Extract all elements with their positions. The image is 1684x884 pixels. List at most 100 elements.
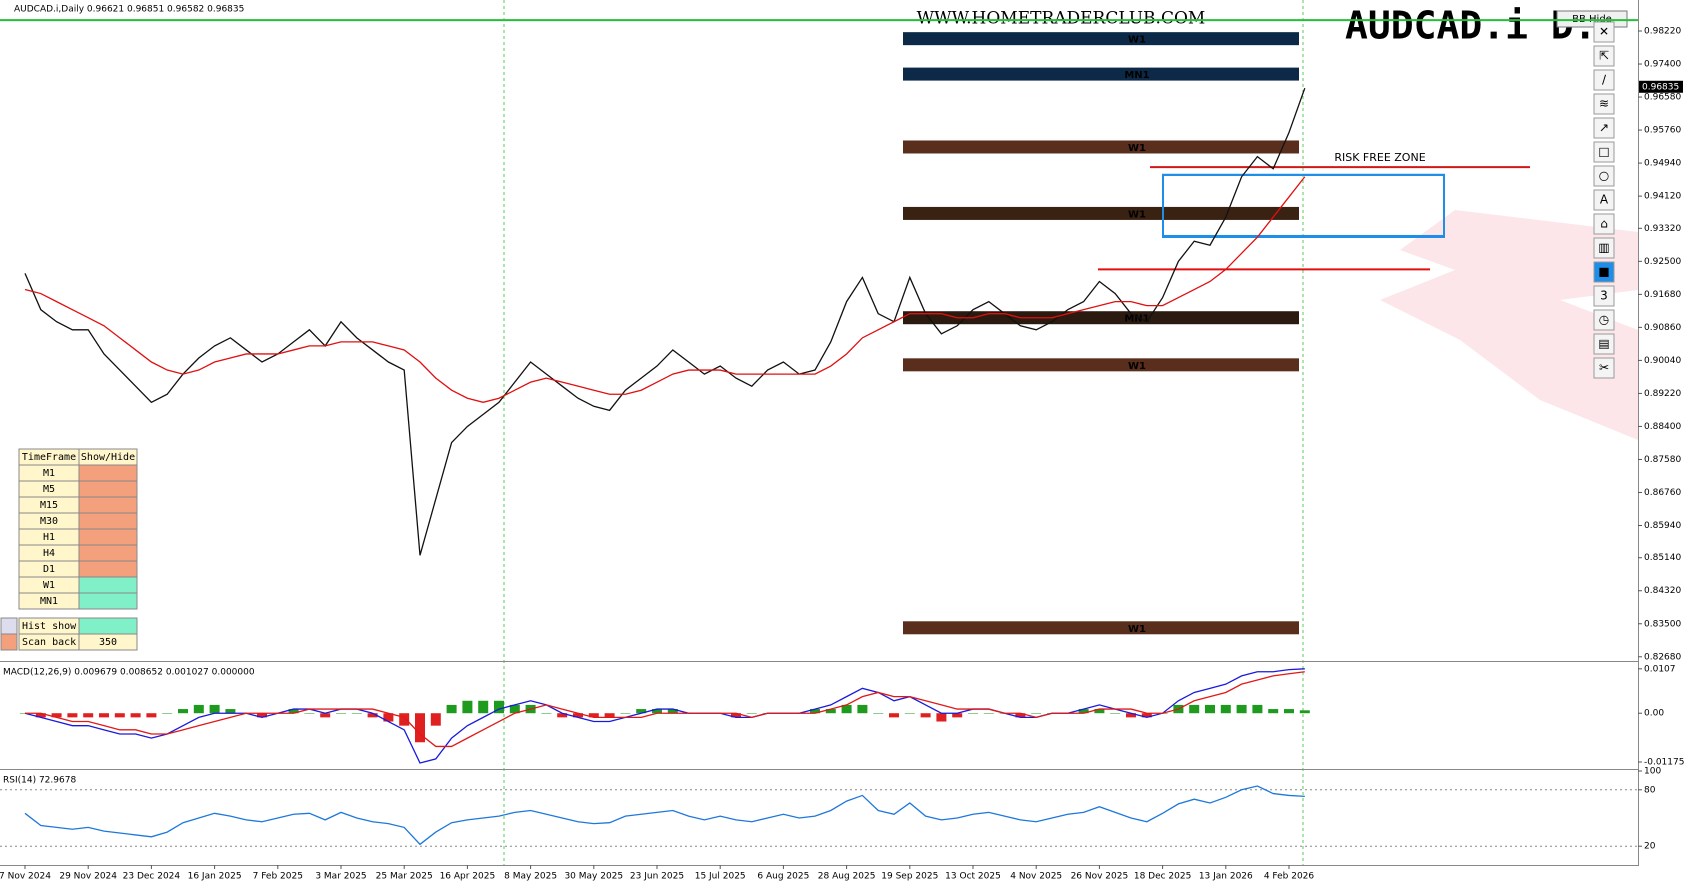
histogram-bar bbox=[873, 713, 884, 714]
x-tick-label: 6 Aug 2025 bbox=[757, 872, 809, 882]
toggle-cell[interactable] bbox=[78, 592, 138, 610]
zone-label: W1 bbox=[1128, 143, 1146, 154]
histogram-bar bbox=[841, 704, 852, 714]
toggle-cell[interactable] bbox=[78, 528, 138, 546]
timeframe-label: H4 bbox=[43, 548, 55, 559]
tool-button[interactable] bbox=[1593, 309, 1615, 331]
tool-icon[interactable]: ○ bbox=[1599, 169, 1609, 183]
tool-button[interactable] bbox=[1593, 117, 1615, 139]
x-tick-label: 16 Jan 2025 bbox=[188, 872, 242, 882]
tool-icon[interactable]: 3 bbox=[1600, 289, 1608, 303]
zone-label: W1 bbox=[1128, 209, 1146, 220]
x-tick-label: 30 May 2025 bbox=[564, 872, 623, 882]
tool-icon[interactable]: ↗ bbox=[1599, 121, 1609, 135]
histogram-bar bbox=[114, 713, 125, 718]
tool-button[interactable] bbox=[1593, 141, 1615, 163]
tool-button[interactable] bbox=[1593, 189, 1615, 211]
y-tick-label: 0.85140 bbox=[1644, 553, 1681, 563]
y-tick-label: 0.95760 bbox=[1644, 126, 1681, 136]
y-tick-label: 0.98220 bbox=[1644, 27, 1681, 37]
tool-icon[interactable]: ◷ bbox=[1599, 313, 1610, 327]
risk-free-label: RISK FREE ZONE bbox=[1334, 151, 1425, 164]
toggle-cell[interactable] bbox=[78, 464, 138, 482]
tool-icon[interactable]: ▥ bbox=[1598, 241, 1609, 255]
last-price-box bbox=[1639, 80, 1683, 93]
tool-button[interactable] bbox=[1593, 285, 1615, 307]
histogram-bar bbox=[430, 713, 441, 726]
tool-icon[interactable]: ✕ bbox=[1599, 25, 1609, 39]
y-tick-label: 80 bbox=[1644, 785, 1656, 795]
toggle-cell[interactable] bbox=[78, 512, 138, 530]
zone bbox=[903, 140, 1299, 154]
hist-toggle[interactable] bbox=[78, 617, 138, 635]
panel-title: MACD(12,26,9) 0.009679 0.008652 0.001027… bbox=[3, 668, 255, 678]
histogram-bar bbox=[367, 713, 378, 718]
histogram-bar bbox=[462, 700, 473, 714]
table-header: Show/Hide bbox=[81, 452, 135, 463]
zone-label: W1 bbox=[1128, 624, 1146, 635]
timeframe-label: M30 bbox=[40, 516, 58, 527]
toggle-cell[interactable] bbox=[78, 496, 138, 514]
y-tick-label: 0.91680 bbox=[1644, 290, 1681, 300]
histogram-bar bbox=[130, 713, 141, 718]
tool-icon[interactable]: □ bbox=[1598, 145, 1609, 159]
histogram-bar bbox=[99, 713, 109, 718]
scan-value-cell[interactable] bbox=[78, 633, 138, 651]
tool-button[interactable] bbox=[1593, 69, 1615, 91]
toggle-cell[interactable] bbox=[78, 480, 138, 498]
tool-icon[interactable]: ⌂ bbox=[1600, 217, 1608, 231]
tool-button[interactable] bbox=[1593, 93, 1615, 115]
histogram-bar bbox=[1284, 709, 1294, 714]
histogram-bar bbox=[667, 709, 678, 714]
zone-label: W1 bbox=[1128, 361, 1146, 372]
y-tick-label: 0.83500 bbox=[1644, 619, 1681, 629]
histogram-bar bbox=[620, 713, 631, 714]
histogram-bar bbox=[1094, 709, 1105, 714]
tool-button[interactable] bbox=[1593, 21, 1615, 43]
x-tick-label: 25 Mar 2025 bbox=[376, 872, 433, 882]
histogram-bar bbox=[746, 713, 757, 714]
y-tick-label: 0.00 bbox=[1644, 709, 1664, 719]
tool-button[interactable] bbox=[1593, 45, 1615, 67]
tool-icon[interactable]: ≋ bbox=[1599, 97, 1609, 111]
histogram-bar bbox=[478, 700, 489, 714]
zone-label: MN1 bbox=[1124, 314, 1149, 325]
tool-button[interactable] bbox=[1593, 333, 1615, 355]
tool-button[interactable] bbox=[1593, 213, 1615, 235]
bb-button[interactable]: BB Hide bbox=[1556, 10, 1628, 28]
toggle-cell[interactable] bbox=[78, 576, 138, 594]
tool-icon[interactable]: ∕ bbox=[1602, 73, 1607, 87]
histogram-bar bbox=[1126, 713, 1136, 718]
toolbar: ✕ ⇱ ∕ ≋ ↗ □ ○ A ⌂ ▥ ■ 3 ◷ ▤ ✂ bbox=[1593, 21, 1615, 379]
toggle-cell[interactable] bbox=[78, 560, 138, 578]
histogram-bar bbox=[857, 704, 868, 714]
tool-button[interactable] bbox=[1593, 165, 1615, 187]
x-tick-label: 29 Nov 2024 bbox=[59, 872, 117, 882]
x-tick-label: 13 Jan 2026 bbox=[1199, 872, 1253, 882]
x-tick-label: 23 Jun 2025 bbox=[630, 872, 684, 882]
tool-button[interactable] bbox=[1593, 261, 1615, 283]
y-tick-label: 100 bbox=[1644, 767, 1661, 777]
tool-button[interactable] bbox=[1593, 237, 1615, 259]
hist-icon[interactable] bbox=[0, 617, 18, 635]
histogram-bar bbox=[146, 713, 157, 718]
x-tick-label: 23 Dec 2024 bbox=[123, 872, 181, 882]
timeframe-label: W1 bbox=[43, 580, 55, 591]
y-tick-label: 0.85940 bbox=[1644, 521, 1681, 531]
zone bbox=[903, 206, 1299, 220]
histogram-bar bbox=[588, 713, 599, 718]
tool-icon[interactable]: ⇱ bbox=[1599, 49, 1609, 63]
histogram-bar bbox=[351, 713, 362, 714]
histogram-bar bbox=[288, 709, 299, 714]
toggle-cell[interactable] bbox=[78, 544, 138, 562]
tool-icon[interactable]: A bbox=[1600, 193, 1609, 207]
histogram-bar bbox=[399, 713, 410, 726]
tool-icon[interactable]: ▤ bbox=[1598, 337, 1609, 351]
scan-value: 350 bbox=[99, 637, 117, 648]
tool-icon[interactable]: ✂ bbox=[1599, 361, 1609, 375]
y-tick-label: 0.90040 bbox=[1644, 356, 1681, 366]
tool-icon[interactable]: ■ bbox=[1598, 265, 1609, 279]
tool-button[interactable] bbox=[1593, 357, 1615, 379]
zone bbox=[903, 311, 1299, 325]
